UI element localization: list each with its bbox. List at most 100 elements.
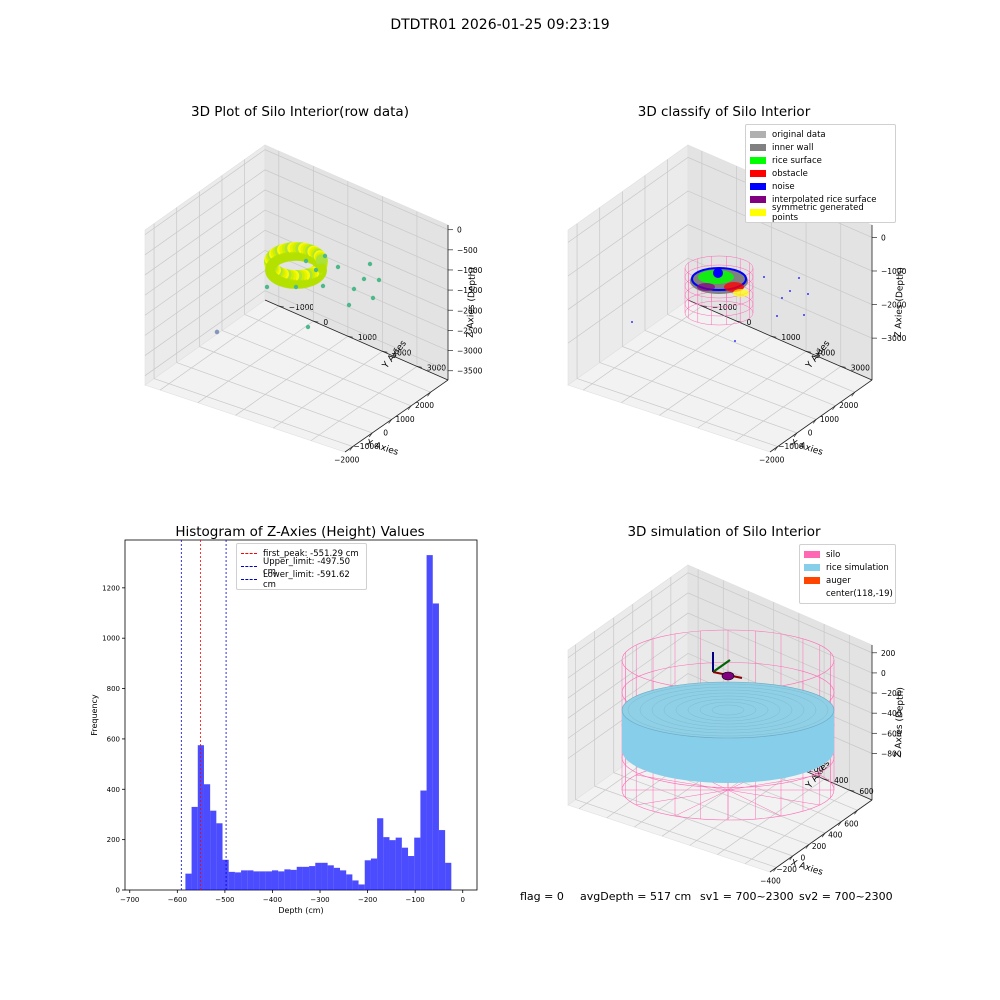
y-tick-label: 0 [116, 887, 120, 895]
y-tick-label: 3000 [427, 363, 446, 372]
rice-surface-mesh [651, 689, 805, 731]
histogram-bar [445, 862, 452, 890]
y-tick-label: 400 [107, 786, 120, 794]
interpolated-rice-surface [697, 283, 715, 291]
silo-wire-line [674, 789, 729, 817]
x-tick-label: −400 [263, 896, 282, 904]
raw-plot-title: 3D Plot of Silo Interior(row data) [191, 104, 409, 120]
histogram-bar [352, 880, 359, 890]
x-tick-label: 0 [808, 428, 813, 437]
auger-axis-y [712, 659, 731, 673]
grid-line [144, 189, 449, 276]
z-tick-label: −1000 [457, 266, 483, 275]
histogram-bar [333, 867, 341, 890]
histogram-bar [191, 806, 198, 890]
grid-line [575, 799, 777, 868]
grid-line [594, 785, 793, 857]
x-tick-label: −200 [358, 896, 377, 904]
x-tick-label: −1000 [778, 442, 804, 451]
x-tick-label: −400 [760, 876, 781, 885]
grid-line [144, 270, 449, 356]
histogram-bar [210, 810, 217, 890]
x-tick-label: −300 [310, 896, 329, 904]
grid-line [310, 366, 418, 441]
histogram-bar [389, 840, 396, 890]
grid-line [144, 250, 449, 336]
grid-line [244, 314, 431, 393]
noise-point [789, 290, 791, 292]
x-axis-line [769, 379, 873, 453]
silo-wire-line [727, 789, 782, 817]
histogram-bar [426, 555, 433, 890]
grid-line [144, 229, 449, 316]
noise-point [776, 315, 778, 317]
y-tick-label: 2000 [816, 348, 835, 357]
classified-point-cloud [631, 255, 809, 342]
x-tick-label: 0 [800, 854, 805, 863]
z-tick-label: −2000 [881, 301, 907, 310]
y-tick-label: 400 [834, 776, 849, 785]
grid-line [159, 305, 280, 391]
y-tick-label: 600 [859, 787, 874, 796]
silo-wire-line [636, 789, 729, 806]
legend-line-sample [241, 566, 257, 567]
z-tick-label: 200 [881, 649, 896, 658]
grid-line [644, 330, 836, 407]
grid-line [567, 612, 873, 699]
x-axis-line [769, 799, 873, 873]
legend-label: symmetric generated points [772, 202, 864, 223]
histogram-bar [309, 866, 316, 890]
raw-point [335, 264, 341, 270]
grid-line [153, 378, 353, 447]
legend-swatch [804, 551, 820, 558]
y-axis-label: Frequency [90, 694, 99, 736]
raw-point [320, 283, 326, 289]
histogram-legend: first_peak: -551.29 cm Upper_limit: -497.… [236, 543, 367, 590]
histogram-bar [364, 860, 371, 890]
rice-surface-mesh [699, 701, 757, 719]
legend-entry: inner wall [750, 141, 891, 154]
raw-point [316, 263, 327, 274]
x-tick-label: 1000 [820, 415, 839, 424]
x-tick-label: 200 [812, 842, 827, 851]
sv1-text: sv1 = 700~2300 [700, 890, 794, 903]
z-tick-label: −500 [457, 246, 478, 255]
histogram-bar [401, 847, 409, 890]
legend-swatch [804, 564, 820, 571]
x-tick-label: 2000 [415, 401, 434, 410]
legend-label: inner wall [772, 142, 814, 153]
grid-line [659, 335, 772, 416]
x-tick-label: −1000 [354, 442, 380, 451]
raw-point [351, 286, 357, 292]
legend-entry: auger [804, 574, 891, 587]
grid-line [567, 572, 873, 659]
legend-label: Lower_limit: -591.62 cm [263, 569, 350, 590]
histogram-bar [284, 869, 291, 890]
histogram-bars [185, 555, 452, 890]
histogram-bar [438, 830, 446, 890]
z-tick-label: −3500 [457, 367, 483, 376]
histogram-bar [241, 870, 248, 890]
noise-point [734, 340, 736, 342]
x-tick-label: 0 [460, 896, 464, 904]
legend-swatch [804, 590, 820, 597]
histogram-bar [203, 784, 211, 890]
legend-swatch [750, 170, 766, 177]
grid-line [144, 169, 449, 256]
figure-title: DTDTR01 2026-01-25 09:23:19 [390, 17, 610, 33]
legend-entry: obstacle [750, 167, 891, 180]
rice-surface-mesh [687, 698, 769, 722]
histogram-bar [253, 871, 260, 890]
histogram-bar [327, 865, 334, 890]
noise-point [763, 276, 765, 278]
legend-label: center(118,-19) [826, 588, 893, 599]
legend-entry: Lower_limit: -591.62 cm [241, 570, 362, 590]
x-tick-label: −2000 [334, 456, 360, 465]
raw-point [214, 329, 220, 335]
x-tick-label: −2000 [759, 456, 785, 465]
z-tick-label: −200 [881, 689, 902, 698]
grid-line [689, 767, 800, 846]
histogram-bar [216, 823, 223, 890]
histogram-bar [340, 870, 347, 890]
